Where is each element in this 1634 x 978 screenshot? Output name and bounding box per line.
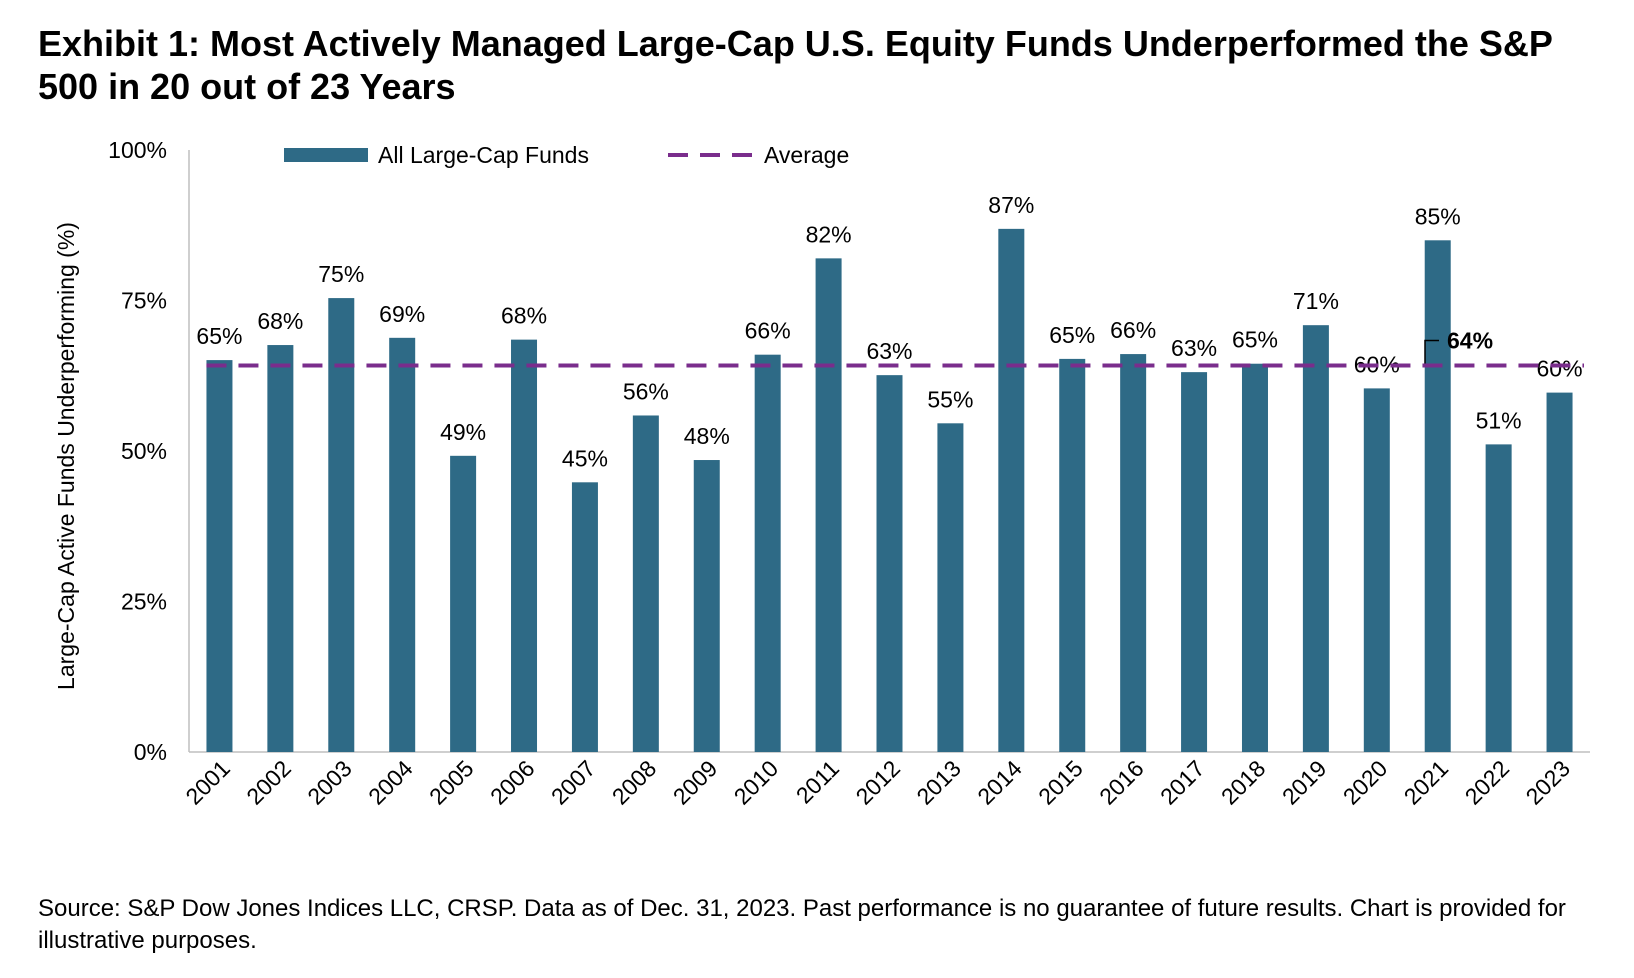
x-tick-label: 2018 (1216, 755, 1271, 810)
data-label: 55% (927, 386, 973, 412)
x-tick-label: 2012 (850, 755, 905, 810)
data-label: 82% (806, 221, 852, 247)
bar (1363, 388, 1390, 752)
average-callout-leader (1424, 339, 1439, 364)
bar (876, 375, 903, 752)
chart-title: Exhibit 1: Most Actively Managed Large-C… (38, 23, 1553, 107)
data-label: 63% (866, 338, 912, 364)
data-label: 68% (501, 303, 547, 329)
source-note: Source: S&P Dow Jones Indices LLC, CRSP.… (38, 895, 1566, 954)
x-tick-label: 2005 (424, 755, 479, 810)
bar (571, 482, 598, 752)
y-tick-label: 0% (134, 739, 167, 765)
x-tick-label: 2007 (546, 755, 601, 810)
x-tick-label: 2021 (1399, 755, 1454, 810)
data-label: 48% (684, 423, 730, 449)
average-label: 64% (1447, 328, 1493, 354)
bar (1546, 392, 1573, 752)
bar (937, 423, 964, 752)
bar (1302, 325, 1329, 752)
bar (450, 455, 477, 752)
legend-label-bars: All Large-Cap Funds (378, 142, 589, 168)
x-tick-label: 2016 (1094, 755, 1149, 810)
bar (511, 339, 538, 752)
x-tick-label: 2023 (1521, 755, 1576, 810)
x-tick-label: 2015 (1033, 755, 1088, 810)
x-tick-label: 2011 (791, 755, 844, 808)
bar (1424, 240, 1451, 753)
x-tick-label: 2003 (302, 755, 357, 810)
data-label: 56% (623, 378, 669, 404)
data-label: 51% (1476, 407, 1522, 433)
bar (754, 354, 781, 752)
bar (267, 345, 294, 752)
x-tick-label: 2014 (972, 755, 1027, 810)
x-tick-label: 2008 (607, 755, 662, 810)
x-tick-label: 2001 (180, 755, 235, 810)
legend-swatch-bars (284, 148, 368, 162)
data-label: 65% (1232, 327, 1278, 353)
data-label: 75% (318, 261, 364, 287)
bar (998, 228, 1025, 752)
data-label: 87% (988, 192, 1034, 218)
x-tick-label: 2009 (668, 755, 723, 810)
data-label: 65% (1049, 322, 1095, 348)
x-tick-label: 2002 (241, 755, 296, 810)
x-tick-label: 2010 (729, 755, 784, 810)
data-label: 60% (1537, 356, 1583, 382)
bar (1241, 363, 1268, 752)
y-tick-label: 100% (108, 137, 167, 163)
x-tick-label: 2017 (1155, 755, 1210, 810)
y-axis-label: Large-Cap Active Funds Underperforming (… (53, 222, 79, 690)
bar (1059, 358, 1086, 752)
bar (328, 298, 355, 752)
y-tick-label: 75% (121, 288, 167, 314)
bar (206, 360, 233, 752)
x-tick-label: 2022 (1460, 755, 1515, 810)
data-label: 68% (257, 308, 303, 334)
bar (815, 258, 842, 752)
bar (632, 415, 659, 752)
y-tick-label: 50% (121, 438, 167, 464)
y-tick-label: 25% (121, 589, 167, 615)
x-tick-label: 2004 (363, 755, 418, 810)
data-label: 63% (1171, 335, 1217, 361)
x-tick-label: 2019 (1277, 755, 1332, 810)
data-label: 71% (1293, 288, 1339, 314)
bar (693, 460, 720, 752)
bar (1485, 444, 1512, 752)
data-label: 49% (440, 419, 486, 445)
data-label: 45% (562, 445, 608, 471)
x-tick-label: 2006 (485, 755, 540, 810)
data-label: 66% (1110, 317, 1156, 343)
data-label: 69% (379, 301, 425, 327)
data-label: 66% (745, 318, 791, 344)
bar (1181, 372, 1208, 752)
bar (1120, 354, 1147, 752)
data-label: 65% (196, 323, 242, 349)
x-tick-label: 2020 (1338, 755, 1393, 810)
legend-label-average: Average (764, 142, 849, 168)
x-tick-label: 2013 (911, 755, 966, 810)
data-label: 85% (1415, 203, 1461, 229)
bar (389, 337, 416, 752)
